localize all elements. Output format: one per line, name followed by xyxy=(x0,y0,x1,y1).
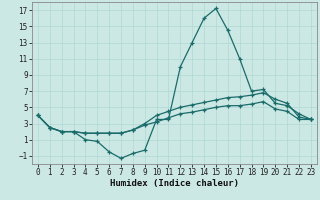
X-axis label: Humidex (Indice chaleur): Humidex (Indice chaleur) xyxy=(110,179,239,188)
